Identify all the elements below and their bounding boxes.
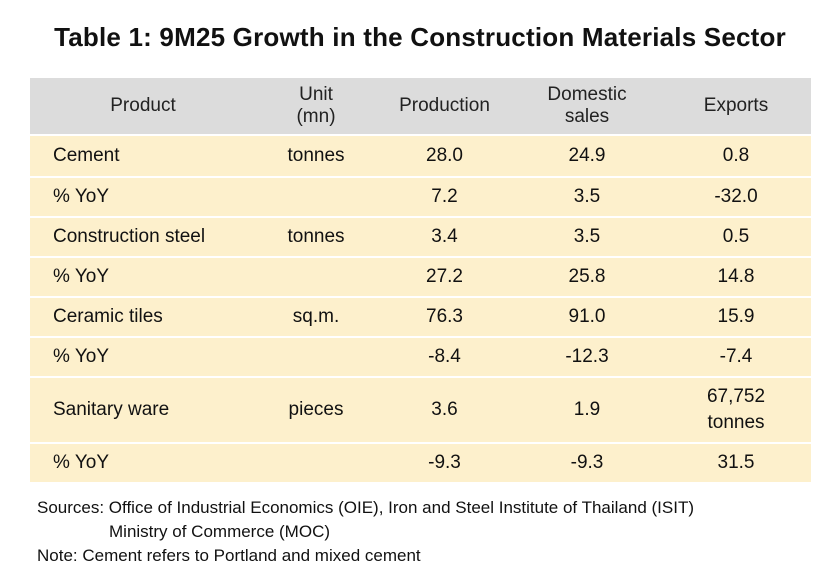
table-row: % YoY 27.2 25.8 14.8 [30,256,811,297]
cell-unit [256,442,376,482]
header-production: Production [376,78,513,135]
header-domestic-line1: Domestic [547,84,627,105]
note-line: Note: Cement refers to Portland and mixe… [37,546,421,565]
cell-product: % YoY [30,256,256,297]
cell-domestic: -12.3 [513,336,661,377]
cell-exports: 67,752 tonnes [661,376,811,443]
table-row: Cement tonnes 28.0 24.9 0.8 [30,134,811,177]
cell-domestic: 91.0 [513,296,661,337]
table-row: Ceramic tiles sq.m. 76.3 91.0 15.9 [30,296,811,337]
table-footnotes: Sources: Office of Industrial Economics … [37,496,694,568]
cell-unit [256,336,376,377]
cell-exports: -32.0 [661,176,811,217]
cell-exports-unit: tonnes [707,412,765,433]
table-row: Sanitary ware pieces 3.6 1.9 67,752 tonn… [30,376,811,443]
cell-unit: tonnes [256,134,376,177]
header-unit-line1: Unit [299,84,333,105]
cell-domestic: -9.3 [513,442,661,482]
cell-unit [256,256,376,297]
cell-unit: tonnes [256,216,376,257]
header-unit: Unit (mn) [256,78,376,135]
cell-exports: 15.9 [661,296,811,337]
header-domestic-sales: Domestic sales [513,78,661,135]
table-row: % YoY 7.2 3.5 -32.0 [30,176,811,217]
cell-exports-value: 67,752 [706,386,766,407]
cell-domestic: 24.9 [513,134,661,177]
cell-domestic: 25.8 [513,256,661,297]
cell-production: 3.6 [376,376,513,443]
table-title: Table 1: 9M25 Growth in the Construction… [54,22,786,52]
cell-product: Ceramic tiles [30,296,256,337]
cell-unit [256,176,376,217]
header-unit-line2: (mn) [296,106,336,127]
cell-production: -8.4 [376,336,513,377]
cell-unit: pieces [256,376,376,443]
cell-exports: 0.8 [661,134,811,177]
cell-production: 3.4 [376,216,513,257]
cell-production: 7.2 [376,176,513,217]
table-row: % YoY -9.3 -9.3 31.5 [30,442,811,482]
cell-production: -9.3 [376,442,513,482]
cell-unit: sq.m. [256,296,376,337]
cell-domestic: 3.5 [513,176,661,217]
cell-domestic: 3.5 [513,216,661,257]
cell-product: Construction steel [30,216,256,257]
cell-domestic: 1.9 [513,376,661,443]
header-exports: Exports [661,78,811,135]
cell-exports: 0.5 [661,216,811,257]
sources-line: Sources: Office of Industrial Economics … [37,498,694,517]
cell-exports: -7.4 [661,336,811,377]
cell-exports: 31.5 [661,442,811,482]
cell-production: 76.3 [376,296,513,337]
header-domestic-line2: sales [564,106,610,127]
table-row: Construction steel tonnes 3.4 3.5 0.5 [30,216,811,257]
growth-table: Product Unit (mn) Production Domestic sa… [30,78,811,482]
header-product: Product [30,78,256,135]
sources-line-continued: Ministry of Commerce (MOC) [109,522,331,541]
cell-product: Cement [30,134,256,177]
cell-product: % YoY [30,442,256,482]
cell-production: 28.0 [376,134,513,177]
table-row: % YoY -8.4 -12.3 -7.4 [30,336,811,377]
table-header-row: Product Unit (mn) Production Domestic sa… [30,78,811,135]
cell-product: Sanitary ware [30,376,256,443]
cell-exports: 14.8 [661,256,811,297]
cell-product: % YoY [30,176,256,217]
cell-product: % YoY [30,336,256,377]
cell-production: 27.2 [376,256,513,297]
